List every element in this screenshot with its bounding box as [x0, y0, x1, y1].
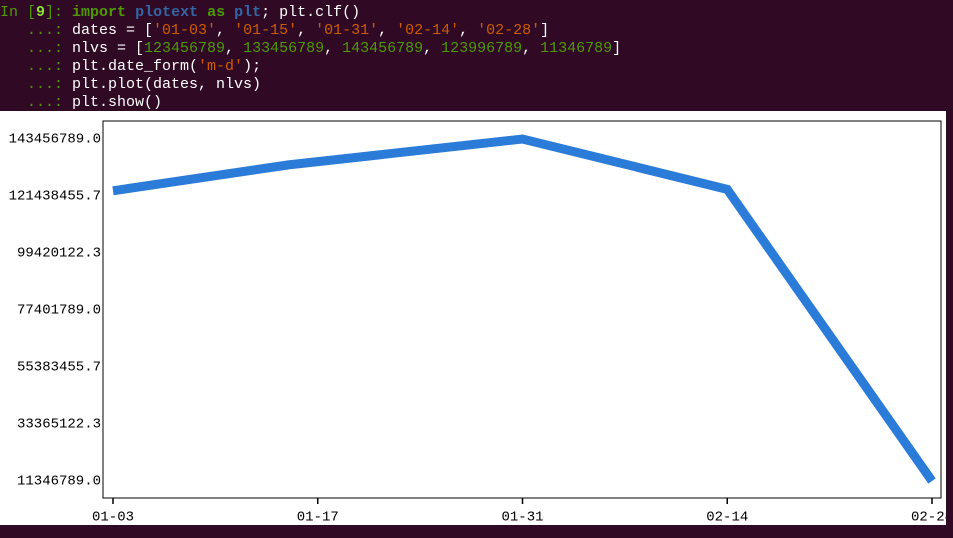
line — [112, 134, 936, 484]
code-token: , — [423, 40, 442, 57]
code-token: 123456789 — [144, 40, 226, 57]
code-token: '02-28' — [477, 22, 541, 39]
y-tick-label: 55383455.7 — [17, 360, 101, 376]
code-token: ...: — [0, 58, 73, 75]
x-tick-label: 02-14 — [706, 510, 748, 525]
code-line: ...: plt.date_form('m-d'); — [0, 58, 621, 76]
code-token: In [ — [0, 4, 37, 21]
code-token: ...: — [0, 40, 73, 57]
code-token: '01-03' — [153, 22, 217, 39]
x-tick-label: 01-03 — [92, 510, 134, 525]
terminal: In [9]: import plotext as plt; plt.clf()… — [0, 4, 621, 112]
code-token — [126, 4, 135, 21]
code-token: ] — [540, 22, 550, 39]
code-token: as — [207, 4, 226, 21]
x-tick-label: 01-31 — [501, 510, 543, 525]
x-tick-label: 02-28 — [911, 510, 946, 525]
code-token: ...: — [0, 22, 73, 39]
code-token: plt.show() — [72, 94, 163, 111]
x-tick-label: 01-17 — [297, 510, 339, 525]
code-token: 133456789 — [243, 40, 325, 57]
code-token: , — [216, 22, 235, 39]
code-token: ); — [243, 58, 262, 75]
code-token: , — [225, 40, 244, 57]
y-tick-label: 33365122.3 — [17, 417, 101, 433]
code-token: , — [459, 22, 478, 39]
code-token: nlvs = [ — [72, 40, 145, 57]
code-token: ...: — [0, 76, 73, 93]
code-token: plt — [234, 4, 262, 21]
code-line: ...: plt.show() — [0, 94, 621, 112]
code-token: plt.date_form( — [72, 58, 199, 75]
code-token: 9 — [36, 4, 46, 21]
code-token: '01-15' — [234, 22, 298, 39]
code-token — [198, 4, 207, 21]
code-token: '01-31' — [315, 22, 379, 39]
code-token: , — [324, 40, 343, 57]
code-token: dates = [ — [72, 22, 154, 39]
code-token: 143456789 — [342, 40, 424, 57]
y-tick-label: 121438455.7 — [9, 189, 101, 205]
code-line: ...: plt.plot(dates, nlvs) — [0, 76, 621, 94]
code-token: ]: — [45, 4, 73, 21]
code-token — [225, 4, 234, 21]
code-token: plt.plot(dates, nlvs) — [72, 76, 262, 93]
code-token: plotext — [135, 4, 199, 21]
y-tick-label: 77401789.0 — [17, 303, 101, 319]
code-token: ; plt.clf() — [261, 4, 361, 21]
code-token: 'm-d' — [198, 58, 244, 75]
y-tick-label: 11346789.0 — [17, 474, 101, 490]
code-token: ...: — [0, 94, 73, 111]
code-token: 123996789 — [441, 40, 523, 57]
y-tick-label: 143456789.0 — [9, 132, 101, 148]
chart: 143456789.0 121438455.7 99420122.3 77401789… — [9, 120, 953, 526]
code-token: import — [72, 4, 127, 21]
code-token: , — [522, 40, 541, 57]
code-token: ] — [612, 40, 622, 57]
code-line: In [9]: import plotext as plt; plt.clf() — [0, 4, 621, 22]
code-token: , — [378, 22, 397, 39]
code-line: ...: nlvs = [123456789, 133456789, 14345… — [0, 40, 621, 58]
code-token: 11346789 — [540, 40, 613, 57]
chart-area: 143456789.0 121438455.7 99420122.3 77401789… — [0, 111, 953, 526]
y-tick-label: 99420122.3 — [17, 246, 101, 262]
code-token: , — [297, 22, 316, 39]
code-line: ...: dates = ['01-03', '01-15', '01-31',… — [0, 22, 621, 40]
code-token: '02-14' — [396, 22, 460, 39]
